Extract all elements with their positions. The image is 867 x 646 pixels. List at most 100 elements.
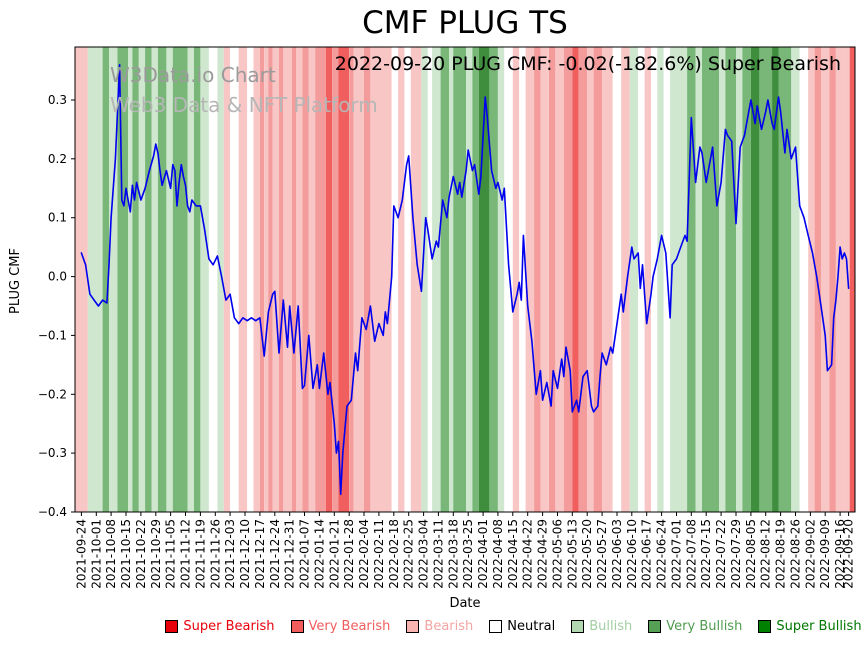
sentiment-band-bearish xyxy=(353,47,364,512)
legend-swatch-very-bearish xyxy=(290,620,304,633)
sentiment-band-bearish xyxy=(272,47,280,512)
sentiment-band-very_bullish xyxy=(102,47,109,512)
x-tick-label: 2021-09-24 xyxy=(74,519,88,589)
sentiment-band-bearish xyxy=(296,47,303,512)
sentiment-band-super_bullish xyxy=(750,47,760,512)
sentiment-band-very_bullish xyxy=(172,47,188,512)
x-tick-label: 2021-11-26 xyxy=(208,519,222,589)
x-tick-label: 2022-03-18 xyxy=(446,519,460,589)
x-tick-label: 2021-12-10 xyxy=(238,519,252,589)
sentiment-band-very_bearish xyxy=(291,47,297,512)
x-tick-label: 2022-07-01 xyxy=(670,519,684,589)
sentiment-band-bearish xyxy=(398,47,405,512)
y-axis-label: PLUG CMF xyxy=(8,248,23,314)
legend-item-neutral: Neutral xyxy=(489,619,555,634)
x-tick-label: 2022-09-02 xyxy=(803,519,817,589)
sentiment-band-neutral xyxy=(427,47,433,512)
sentiment-band-bullish xyxy=(166,47,173,512)
legend-item-very-bearish: Very Bearish xyxy=(290,619,390,634)
x-tick-label: 2021-10-29 xyxy=(149,519,163,589)
sentiment-band-very_bearish xyxy=(578,47,588,512)
y-tick-label: −0.1 xyxy=(38,328,67,342)
legend: Super Bearish Very Bearish Bearish Neutral B… xyxy=(160,619,867,634)
sentiment-band-super_bearish xyxy=(338,47,350,512)
x-tick-label: 2021-12-24 xyxy=(268,519,282,589)
sentiment-band-very_bullish xyxy=(157,47,167,512)
x-tick-label: 2021-10-22 xyxy=(134,519,148,589)
legend-swatch-bearish xyxy=(406,620,420,633)
sentiment-band-neutral xyxy=(391,47,399,512)
sentiment-band-bearish xyxy=(308,47,316,512)
legend-item-bullish: Bullish xyxy=(571,619,632,634)
legend-item-very-bullish: Very Bullish xyxy=(648,619,742,634)
legend-label-bullish: Bullish xyxy=(589,619,633,634)
x-tick-label: 2022-06-24 xyxy=(655,519,669,589)
sentiment-band-super_bearish xyxy=(849,47,855,512)
x-tick-label: 2021-10-01 xyxy=(89,519,103,589)
x-tick-label: 2022-06-03 xyxy=(610,519,624,589)
legend-swatch-neutral xyxy=(489,620,503,633)
sentiment-band-very_bullish xyxy=(132,47,139,512)
sentiment-band-bearish xyxy=(410,47,422,512)
sentiment-band-very_bearish xyxy=(349,47,354,512)
x-tick-label: 2021-11-05 xyxy=(164,519,178,589)
sentiment-band-bullish xyxy=(217,47,224,512)
sentiment-band-very_bullish xyxy=(472,47,479,512)
sentiment-band-bullish xyxy=(87,47,103,512)
sentiment-band-very_bullish xyxy=(778,47,792,512)
x-tick-label: 2021-12-03 xyxy=(223,519,237,589)
x-tick-label: 2022-09-20 xyxy=(842,519,856,589)
sentiment-band-bullish xyxy=(200,47,209,512)
sentiment-band-bullish xyxy=(657,47,664,512)
sentiment-band-neutral xyxy=(651,47,658,512)
x-tick-label: 2022-05-06 xyxy=(551,519,565,589)
sentiment-band-bearish xyxy=(644,47,651,512)
sentiment-band-bearish xyxy=(370,47,392,512)
sentiment-band-bearish xyxy=(835,47,845,512)
sentiment-band-very_bullish xyxy=(145,47,152,512)
sentiment-band-neutral xyxy=(230,47,239,512)
sentiment-band-bullish xyxy=(128,47,133,512)
sentiment-band-bearish xyxy=(540,47,549,512)
x-tick-label: 2022-02-18 xyxy=(387,519,401,589)
sentiment-band-bearish xyxy=(512,47,520,512)
legend-label-neutral: Neutral xyxy=(507,619,556,634)
x-tick-label: 2021-10-08 xyxy=(104,519,118,589)
x-tick-label: 2022-04-01 xyxy=(476,519,490,589)
x-tick-label: 2022-03-04 xyxy=(417,519,431,589)
legend-swatch-super-bullish xyxy=(758,620,772,633)
x-tick-label: 2022-01-28 xyxy=(342,519,356,589)
x-tick-label: 2022-01-21 xyxy=(327,519,341,589)
sentiment-band-bullish xyxy=(695,47,702,512)
x-tick-label: 2022-09-09 xyxy=(818,519,832,589)
x-tick-label: 2021-11-19 xyxy=(193,519,207,589)
sentiment-band-bearish xyxy=(587,47,594,512)
x-tick-label: 2022-08-05 xyxy=(744,519,758,589)
sentiment-band-very_bullish xyxy=(489,47,498,512)
x-tick-label: 2022-04-15 xyxy=(506,519,520,589)
sentiment-band-bullish xyxy=(670,47,688,512)
x-tick-label: 2022-02-25 xyxy=(402,519,416,589)
sentiment-band-very_bearish xyxy=(259,47,265,512)
sentiment-band-bearish xyxy=(238,47,248,512)
sentiment-band-bearish xyxy=(264,47,269,512)
sentiment-band-very_bearish xyxy=(302,47,309,512)
x-tick-label: 2022-01-07 xyxy=(298,519,312,589)
x-tick-label: 2022-02-11 xyxy=(372,519,386,589)
x-tick-label: 2022-01-14 xyxy=(312,519,326,589)
plot-border xyxy=(74,46,856,513)
x-tick-label: 2021-12-31 xyxy=(283,519,297,589)
sentiment-band-very_bearish xyxy=(563,47,573,512)
x-tick-label: 2022-07-08 xyxy=(684,519,698,589)
sentiment-band-bearish xyxy=(223,47,231,512)
sentiment-band-neutral xyxy=(247,47,254,512)
sentiment-band-bullish xyxy=(497,47,505,512)
sentiment-band-very_bearish xyxy=(364,47,371,512)
y-tick-label: 0.0 xyxy=(48,270,67,284)
sentiment-band-bearish xyxy=(525,47,535,512)
legend-item-bearish: Bearish xyxy=(406,619,473,634)
sentiment-band-bearish xyxy=(808,47,815,512)
sentiment-band-very_bullish xyxy=(117,47,129,512)
